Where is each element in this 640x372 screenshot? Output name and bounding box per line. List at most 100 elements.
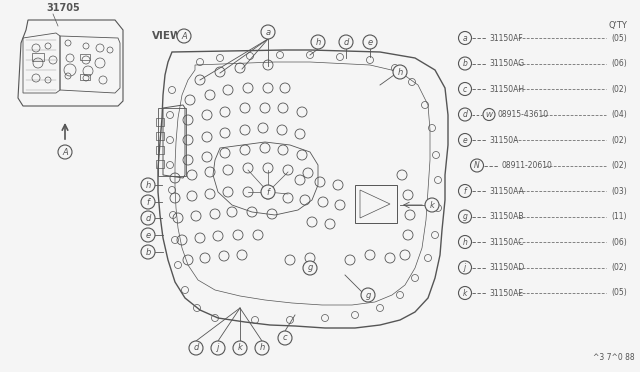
Text: h: h <box>259 343 264 353</box>
Text: (05): (05) <box>611 33 627 42</box>
Bar <box>80 74 90 80</box>
Text: 31705: 31705 <box>46 3 80 13</box>
Text: A: A <box>62 148 68 157</box>
Text: 31150AG: 31150AG <box>489 59 524 68</box>
Text: g: g <box>365 291 371 299</box>
Text: b: b <box>145 247 150 257</box>
Circle shape <box>141 245 155 259</box>
Circle shape <box>425 198 439 212</box>
Circle shape <box>255 341 269 355</box>
Text: h: h <box>145 180 150 189</box>
Circle shape <box>458 108 472 121</box>
Text: e: e <box>463 135 467 144</box>
Text: (02): (02) <box>611 161 627 170</box>
Circle shape <box>58 145 72 159</box>
Text: (11): (11) <box>611 212 627 221</box>
Text: h: h <box>397 67 403 77</box>
Text: d: d <box>463 110 467 119</box>
Text: c: c <box>463 84 467 93</box>
Bar <box>80 54 90 60</box>
Bar <box>355 185 397 223</box>
Text: a: a <box>463 33 467 42</box>
Text: k: k <box>429 201 435 209</box>
Circle shape <box>458 83 472 96</box>
Circle shape <box>458 261 472 274</box>
Text: f: f <box>464 186 467 196</box>
Circle shape <box>361 288 375 302</box>
Text: f: f <box>266 187 269 196</box>
Circle shape <box>458 210 472 223</box>
Text: (02): (02) <box>611 84 627 93</box>
Circle shape <box>303 261 317 275</box>
Text: 31150AC: 31150AC <box>489 237 524 247</box>
Text: Q'TY: Q'TY <box>608 21 627 30</box>
Text: (03): (03) <box>611 186 627 196</box>
Circle shape <box>363 35 377 49</box>
Text: (02): (02) <box>611 263 627 272</box>
Circle shape <box>458 235 472 248</box>
Text: e: e <box>145 231 150 240</box>
Circle shape <box>141 228 155 242</box>
Text: (06): (06) <box>611 59 627 68</box>
Text: (06): (06) <box>611 237 627 247</box>
Text: 31150AA: 31150AA <box>489 186 524 196</box>
Text: d: d <box>145 214 150 222</box>
Text: j: j <box>464 263 466 272</box>
Text: N: N <box>474 161 480 170</box>
Text: 31150AE: 31150AE <box>489 289 523 298</box>
Circle shape <box>278 331 292 345</box>
Circle shape <box>458 286 472 299</box>
Circle shape <box>211 341 225 355</box>
Circle shape <box>189 341 203 355</box>
Text: d: d <box>343 38 349 46</box>
Circle shape <box>141 178 155 192</box>
Text: k: k <box>237 343 243 353</box>
Text: h: h <box>463 237 467 247</box>
Text: W: W <box>486 112 492 118</box>
Text: A: A <box>181 32 187 41</box>
Circle shape <box>339 35 353 49</box>
Circle shape <box>458 32 472 45</box>
Text: c: c <box>283 334 287 343</box>
Text: b: b <box>463 59 467 68</box>
Circle shape <box>261 25 275 39</box>
Circle shape <box>177 29 191 43</box>
Text: 31150AF: 31150AF <box>489 33 523 42</box>
Text: (02): (02) <box>611 135 627 144</box>
Circle shape <box>458 185 472 198</box>
Circle shape <box>483 109 495 121</box>
Circle shape <box>141 211 155 225</box>
Circle shape <box>261 185 275 199</box>
Text: (04): (04) <box>611 110 627 119</box>
Circle shape <box>458 57 472 70</box>
Text: g: g <box>307 263 313 273</box>
Text: g: g <box>463 212 467 221</box>
Text: 31150AB: 31150AB <box>489 212 524 221</box>
Text: 08915-43610: 08915-43610 <box>497 110 548 119</box>
Bar <box>32 53 44 61</box>
Circle shape <box>233 341 247 355</box>
Text: 31150AD: 31150AD <box>489 263 524 272</box>
Text: k: k <box>463 289 467 298</box>
Bar <box>156 132 164 140</box>
Text: f: f <box>147 198 150 206</box>
Text: 08911-20610: 08911-20610 <box>501 161 552 170</box>
Circle shape <box>470 159 483 172</box>
Bar <box>158 108 186 176</box>
Bar <box>156 160 164 168</box>
Text: ^3 7^0 88: ^3 7^0 88 <box>593 353 635 362</box>
Bar <box>156 146 164 154</box>
Text: d: d <box>193 343 198 353</box>
Circle shape <box>311 35 325 49</box>
Text: 31150AH: 31150AH <box>489 84 524 93</box>
Text: 31150A: 31150A <box>489 135 518 144</box>
Text: VIEW: VIEW <box>152 31 182 41</box>
Circle shape <box>458 134 472 147</box>
Circle shape <box>141 195 155 209</box>
Circle shape <box>393 65 407 79</box>
Bar <box>156 118 164 126</box>
Text: (05): (05) <box>611 289 627 298</box>
Text: j: j <box>217 343 219 353</box>
Text: a: a <box>266 28 271 36</box>
Text: h: h <box>316 38 321 46</box>
